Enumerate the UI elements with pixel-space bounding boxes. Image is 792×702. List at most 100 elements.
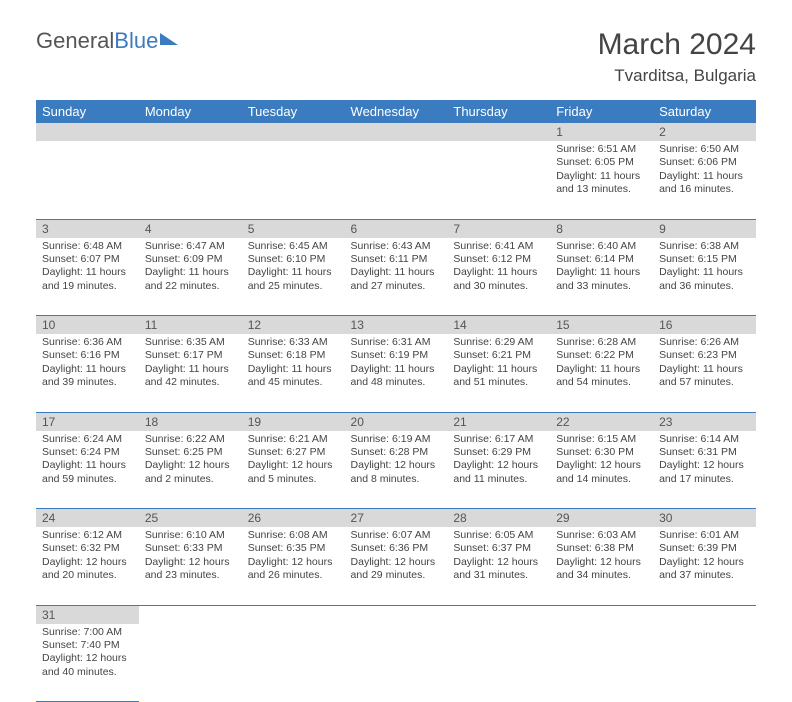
daylight-line: Daylight: 12 hours and 23 minutes. — [145, 556, 236, 583]
sunrise-label: Sunrise: — [351, 529, 392, 541]
sunset-line: Sunset: 6:23 PM — [659, 349, 750, 362]
day-number-cell: 30 — [653, 509, 756, 528]
sunset-line: Sunset: 6:25 PM — [145, 446, 236, 459]
day-details: Sunrise: 6:29 AMSunset: 6:21 PMDaylight:… — [447, 334, 550, 394]
daylight-line: Daylight: 11 hours and 45 minutes. — [248, 363, 339, 390]
day-number-cell: 13 — [345, 316, 448, 335]
daylight-line: Daylight: 11 hours and 33 minutes. — [556, 266, 647, 293]
day-cell: Sunrise: 6:31 AMSunset: 6:19 PMDaylight:… — [345, 334, 448, 412]
day-cell: Sunrise: 6:28 AMSunset: 6:22 PMDaylight:… — [550, 334, 653, 412]
sunrise-line: Sunrise: 6:10 AM — [145, 529, 236, 542]
sunrise-line: Sunrise: 6:50 AM — [659, 143, 750, 156]
day-cell — [36, 141, 139, 219]
daylight-label: Daylight: — [248, 459, 292, 471]
daylight-label: Daylight: — [659, 266, 703, 278]
daylight-label: Daylight: — [248, 363, 292, 375]
brand-logo: GeneralBlue — [36, 28, 178, 54]
day-cell: Sunrise: 6:01 AMSunset: 6:39 PMDaylight:… — [653, 527, 756, 605]
sunrise-value: 6:22 AM — [186, 433, 225, 445]
sunset-value: 6:31 PM — [698, 446, 737, 458]
daylight-line: Daylight: 11 hours and 36 minutes. — [659, 266, 750, 293]
day-details: Sunrise: 6:14 AMSunset: 6:31 PMDaylight:… — [653, 431, 756, 491]
day-cell: Sunrise: 6:08 AMSunset: 6:35 PMDaylight:… — [242, 527, 345, 605]
day-number-cell: 12 — [242, 316, 345, 335]
sunrise-label: Sunrise: — [556, 336, 597, 348]
sunrise-label: Sunrise: — [453, 336, 494, 348]
sunset-label: Sunset: — [351, 542, 390, 554]
day-cell: Sunrise: 6:35 AMSunset: 6:17 PMDaylight:… — [139, 334, 242, 412]
daylight-line: Daylight: 12 hours and 37 minutes. — [659, 556, 750, 583]
sunrise-value: 6:38 AM — [701, 240, 740, 252]
day-cell — [447, 141, 550, 219]
day-cell: Sunrise: 6:21 AMSunset: 6:27 PMDaylight:… — [242, 431, 345, 509]
daylight-line: Daylight: 11 hours and 19 minutes. — [42, 266, 133, 293]
sunset-line: Sunset: 6:15 PM — [659, 253, 750, 266]
sunset-label: Sunset: — [351, 446, 390, 458]
day-details: Sunrise: 6:33 AMSunset: 6:18 PMDaylight:… — [242, 334, 345, 394]
sunset-line: Sunset: 6:07 PM — [42, 253, 133, 266]
day-content-row: Sunrise: 6:51 AMSunset: 6:05 PMDaylight:… — [36, 141, 756, 219]
day-content-row: Sunrise: 6:36 AMSunset: 6:16 PMDaylight:… — [36, 334, 756, 412]
sunset-line: Sunset: 6:14 PM — [556, 253, 647, 266]
sunset-line: Sunset: 6:12 PM — [453, 253, 544, 266]
sunrise-line: Sunrise: 6:38 AM — [659, 240, 750, 253]
day-header: Saturday — [653, 100, 756, 123]
day-cell: Sunrise: 6:40 AMSunset: 6:14 PMDaylight:… — [550, 238, 653, 316]
sunrise-value: 6:05 AM — [495, 529, 534, 541]
sunset-value: 6:35 PM — [286, 542, 325, 554]
day-number-cell: 19 — [242, 412, 345, 431]
sunrise-value: 6:45 AM — [289, 240, 328, 252]
day-cell — [447, 624, 550, 702]
sunrise-value: 6:40 AM — [598, 240, 637, 252]
day-number-cell: 29 — [550, 509, 653, 528]
sunset-label: Sunset: — [659, 349, 698, 361]
day-number-cell: 14 — [447, 316, 550, 335]
day-cell: Sunrise: 6:19 AMSunset: 6:28 PMDaylight:… — [345, 431, 448, 509]
sunrise-label: Sunrise: — [556, 529, 597, 541]
day-details: Sunrise: 6:10 AMSunset: 6:33 PMDaylight:… — [139, 527, 242, 587]
day-details: Sunrise: 6:41 AMSunset: 6:12 PMDaylight:… — [447, 238, 550, 298]
day-cell: Sunrise: 6:03 AMSunset: 6:38 PMDaylight:… — [550, 527, 653, 605]
day-number-cell — [550, 605, 653, 624]
day-details: Sunrise: 6:17 AMSunset: 6:29 PMDaylight:… — [447, 431, 550, 491]
sunrise-line: Sunrise: 6:41 AM — [453, 240, 544, 253]
day-cell: Sunrise: 6:47 AMSunset: 6:09 PMDaylight:… — [139, 238, 242, 316]
sunrise-label: Sunrise: — [248, 529, 289, 541]
daylight-label: Daylight: — [453, 363, 497, 375]
day-cell: Sunrise: 6:51 AMSunset: 6:05 PMDaylight:… — [550, 141, 653, 219]
sunset-line: Sunset: 6:06 PM — [659, 156, 750, 169]
day-details: Sunrise: 6:48 AMSunset: 6:07 PMDaylight:… — [36, 238, 139, 298]
daylight-line: Daylight: 11 hours and 13 minutes. — [556, 170, 647, 197]
sunset-label: Sunset: — [556, 542, 595, 554]
daylight-label: Daylight: — [556, 556, 600, 568]
sunrise-label: Sunrise: — [556, 143, 597, 155]
day-number-row: 3456789 — [36, 219, 756, 238]
day-details: Sunrise: 6:47 AMSunset: 6:09 PMDaylight:… — [139, 238, 242, 298]
day-details: Sunrise: 6:21 AMSunset: 6:27 PMDaylight:… — [242, 431, 345, 491]
sunrise-value: 6:14 AM — [701, 433, 740, 445]
day-details: Sunrise: 6:05 AMSunset: 6:37 PMDaylight:… — [447, 527, 550, 587]
daylight-line: Daylight: 11 hours and 30 minutes. — [453, 266, 544, 293]
day-cell: Sunrise: 6:26 AMSunset: 6:23 PMDaylight:… — [653, 334, 756, 412]
day-details: Sunrise: 6:24 AMSunset: 6:24 PMDaylight:… — [36, 431, 139, 491]
sunrise-label: Sunrise: — [42, 240, 83, 252]
sunrise-value: 6:07 AM — [392, 529, 431, 541]
sunset-label: Sunset: — [248, 253, 287, 265]
sunrise-line: Sunrise: 6:05 AM — [453, 529, 544, 542]
day-number-cell: 25 — [139, 509, 242, 528]
sunrise-label: Sunrise: — [145, 433, 186, 445]
sunrise-value: 6:31 AM — [392, 336, 431, 348]
daylight-label: Daylight: — [42, 459, 86, 471]
daylight-line: Daylight: 12 hours and 11 minutes. — [453, 459, 544, 486]
day-number-row: 31 — [36, 605, 756, 624]
sunrise-label: Sunrise: — [42, 433, 83, 445]
sunset-line: Sunset: 6:32 PM — [42, 542, 133, 555]
sunset-value: 6:05 PM — [595, 156, 634, 168]
sunrise-value: 6:41 AM — [495, 240, 534, 252]
day-details: Sunrise: 6:51 AMSunset: 6:05 PMDaylight:… — [550, 141, 653, 201]
daylight-line: Daylight: 12 hours and 20 minutes. — [42, 556, 133, 583]
day-number-cell: 9 — [653, 219, 756, 238]
sunrise-value: 6:10 AM — [186, 529, 225, 541]
sunrise-label: Sunrise: — [453, 433, 494, 445]
sunrise-line: Sunrise: 6:07 AM — [351, 529, 442, 542]
